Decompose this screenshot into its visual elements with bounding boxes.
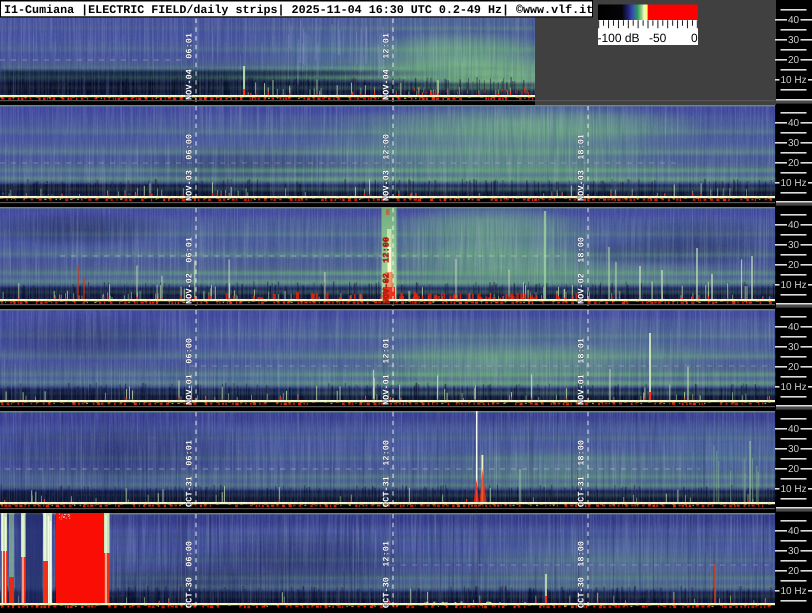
- svg-text:NOV-03 18:01: NOV-03 18:01: [577, 134, 587, 201]
- svg-text:20: 20: [788, 158, 800, 169]
- svg-text:NOV-04 06:01: NOV-04 06:01: [185, 33, 195, 100]
- svg-text:40: 40: [788, 526, 800, 537]
- svg-text:20: 20: [788, 362, 800, 373]
- svg-text:OCT-31 18:00: OCT-31 18:00: [577, 440, 587, 507]
- svg-text:40: 40: [788, 15, 800, 26]
- svg-text:NOV-03 12:00: NOV-03 12:00: [382, 134, 392, 201]
- svg-text:30: 30: [788, 35, 800, 46]
- svg-text:NOV-03 06:00: NOV-03 06:00: [185, 134, 195, 201]
- svg-text:OCT-31 12:00: OCT-31 12:00: [382, 440, 392, 507]
- svg-text:OCT-30 18:00: OCT-30 18:00: [577, 541, 587, 608]
- svg-text:NOV-02 18:00: NOV-02 18:00: [577, 237, 587, 304]
- svg-text:30: 30: [788, 240, 800, 251]
- svg-text:NOV-01 18:01: NOV-01 18:01: [577, 338, 587, 405]
- svg-text:30: 30: [788, 546, 800, 557]
- svg-text:30: 30: [788, 444, 800, 455]
- svg-text:10 Hz: 10 Hz: [781, 178, 807, 189]
- svg-text:OCT-30 06:00: OCT-30 06:00: [185, 541, 195, 608]
- svg-text:10 Hz: 10 Hz: [781, 280, 807, 291]
- svg-text:NOV-01 06:00: NOV-01 06:00: [185, 338, 195, 405]
- svg-text:10 Hz: 10 Hz: [781, 382, 807, 393]
- svg-text:30: 30: [788, 342, 800, 353]
- svg-text:-50: -50: [649, 31, 667, 45]
- svg-text:0: 0: [691, 31, 698, 45]
- svg-text:40: 40: [788, 118, 800, 129]
- svg-text:10 Hz: 10 Hz: [781, 586, 807, 597]
- svg-text:20: 20: [788, 464, 800, 475]
- svg-text:-100 dB: -100 dB: [598, 31, 640, 45]
- svg-text:OCT-30 12:01: OCT-30 12:01: [382, 541, 392, 608]
- svg-text:NOV-02 06:01: NOV-02 06:01: [185, 237, 195, 304]
- svg-text:10 Hz: 10 Hz: [781, 484, 807, 495]
- svg-text:I1-Cumiana |ELECTRIC FIELD/dai: I1-Cumiana |ELECTRIC FIELD/daily strips|…: [4, 3, 593, 17]
- svg-text:NOV-01 12:01: NOV-01 12:01: [382, 338, 392, 405]
- svg-text:10 Hz: 10 Hz: [781, 75, 807, 86]
- svg-text:30: 30: [788, 138, 800, 149]
- svg-text:40: 40: [788, 220, 800, 231]
- svg-text:NOV-02 12:00: NOV-02 12:00: [382, 237, 392, 304]
- svg-text:20: 20: [788, 55, 800, 66]
- svg-text:40: 40: [788, 322, 800, 333]
- svg-text:OCT-31 06:01: OCT-31 06:01: [185, 440, 195, 507]
- svg-text:NOV-04 12:01: NOV-04 12:01: [382, 33, 392, 100]
- svg-text:40: 40: [788, 424, 800, 435]
- svg-text:20: 20: [788, 566, 800, 577]
- svg-text:20: 20: [788, 260, 800, 271]
